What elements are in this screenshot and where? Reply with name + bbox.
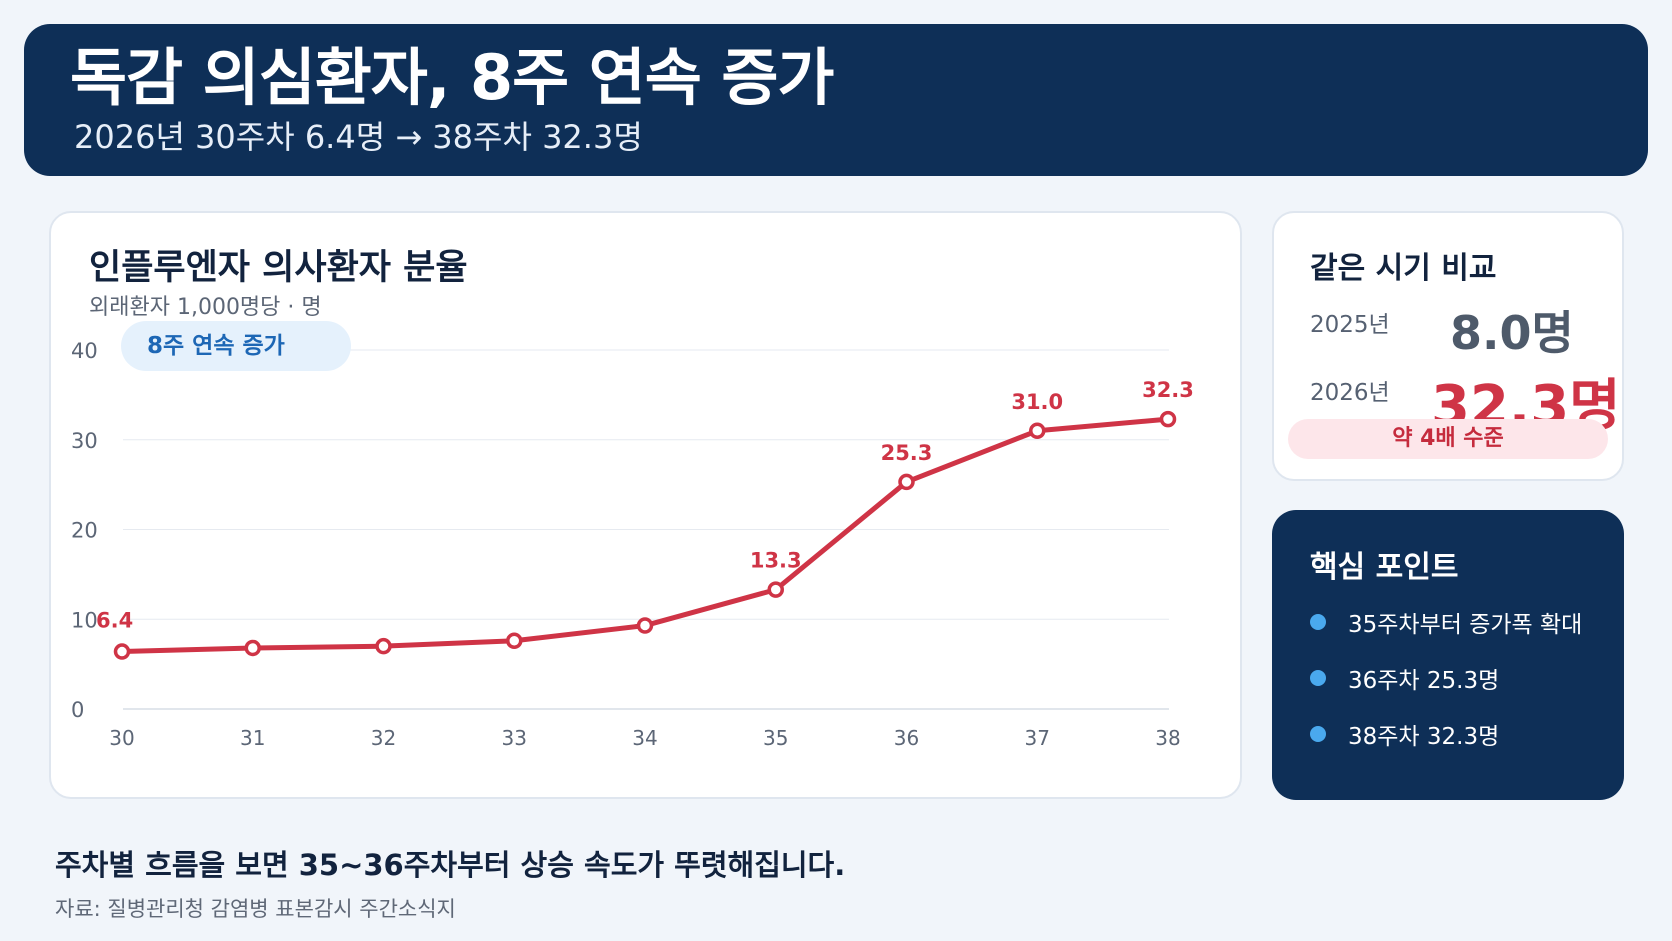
x-tick-label: 32 <box>371 726 396 750</box>
bullet-dot-icon <box>1310 726 1326 742</box>
data-label: 32.3 <box>1142 378 1194 402</box>
data-point <box>898 473 915 491</box>
data-point <box>375 637 392 655</box>
header-banner: 독감 의심환자, 8주 연속 증가 2026년 30주차 6.4명 → 38주차… <box>24 24 1648 176</box>
chart-card: 인플루엔자 의사환자 분율 외래환자 1,000명당 · 명 0 10 20 30 40… <box>49 211 1242 799</box>
data-point <box>636 617 654 634</box>
x-tick-label: 37 <box>1025 726 1050 750</box>
x-tick-label: 34 <box>632 726 657 750</box>
data-label: 31.0 <box>1011 390 1063 414</box>
key-points-title: 핵심 포인트 <box>1310 550 1459 585</box>
data-point <box>113 643 131 660</box>
data-label: 13.3 <box>750 549 802 573</box>
data-point <box>1029 422 1046 440</box>
line-chart: 0 10 20 30 40 30 31 32 33 34 35 36 37 38 6.4 13.3 25.3 31… <box>71 339 1194 750</box>
data-point <box>1159 410 1177 428</box>
comparison-badge: 약 4배 수준 <box>1288 419 1608 459</box>
x-tick-label: 38 <box>1155 726 1180 750</box>
data-point <box>767 581 784 598</box>
x-tick-label: 36 <box>894 726 919 750</box>
data-label: 6.4 <box>96 609 133 633</box>
key-point-item: 35주차부터 증가폭 확대 <box>1310 606 1582 638</box>
data-point <box>506 632 523 650</box>
chart-badge: 8주 연속 증가 <box>121 321 351 371</box>
key-point-text: 36주차 25.3명 <box>1348 668 1500 694</box>
comparison-card: 같은 시기 비교 2025년 8.0명 2026년 32.3명 약 4배 수준 <box>1272 211 1624 481</box>
key-point-item: 38주차 32.3명 <box>1310 718 1499 750</box>
x-tick-label: 30 <box>109 726 134 750</box>
footer-summary: 주차별 흐름을 보면 35~36주차부터 상승 속도가 뚜렷해집니다. <box>55 848 846 882</box>
chart-unit-label: 외래환자 1,000명당 · 명 <box>89 295 322 320</box>
y-tick-label: 40 <box>71 339 98 363</box>
comparison-prev-value: 8.0명 <box>1450 306 1574 360</box>
y-tick-label: 20 <box>71 519 98 543</box>
source-note: 자료: 질병관리청 감염병 표본감시 주간소식지 <box>55 897 456 921</box>
y-tick-label: 0 <box>71 698 84 722</box>
x-tick-label: 35 <box>763 726 788 750</box>
comparison-prev-year: 2025년 <box>1310 312 1390 338</box>
x-tick-label: 31 <box>240 726 265 750</box>
bullet-dot-icon <box>1310 670 1326 686</box>
bullet-dot-icon <box>1310 614 1326 630</box>
chart-title: 인플루엔자 의사환자 분율 <box>89 248 468 288</box>
key-point-item: 36주차 25.3명 <box>1310 662 1499 694</box>
x-tick-label: 33 <box>502 726 527 750</box>
series-line <box>119 416 1171 655</box>
key-point-text: 35주차부터 증가폭 확대 <box>1348 612 1583 638</box>
key-points-card: 핵심 포인트 35주차부터 증가폭 확대 36주차 25.3명 38주차 32.… <box>1272 510 1624 800</box>
data-label: 25.3 <box>881 441 933 465</box>
key-point-text: 38주차 32.3명 <box>1348 724 1500 750</box>
page-subtitle: 2026년 30주차 6.4명 → 38주차 32.3명 <box>74 118 643 156</box>
y-tick-label: 30 <box>71 429 98 453</box>
page-title: 독감 의심환자, 8주 연속 증가 <box>70 41 834 114</box>
data-point <box>244 639 261 657</box>
y-tick-label: 10 <box>71 608 98 632</box>
comparison-title: 같은 시기 비교 <box>1310 251 1497 286</box>
comparison-curr-year: 2026년 <box>1310 380 1390 406</box>
